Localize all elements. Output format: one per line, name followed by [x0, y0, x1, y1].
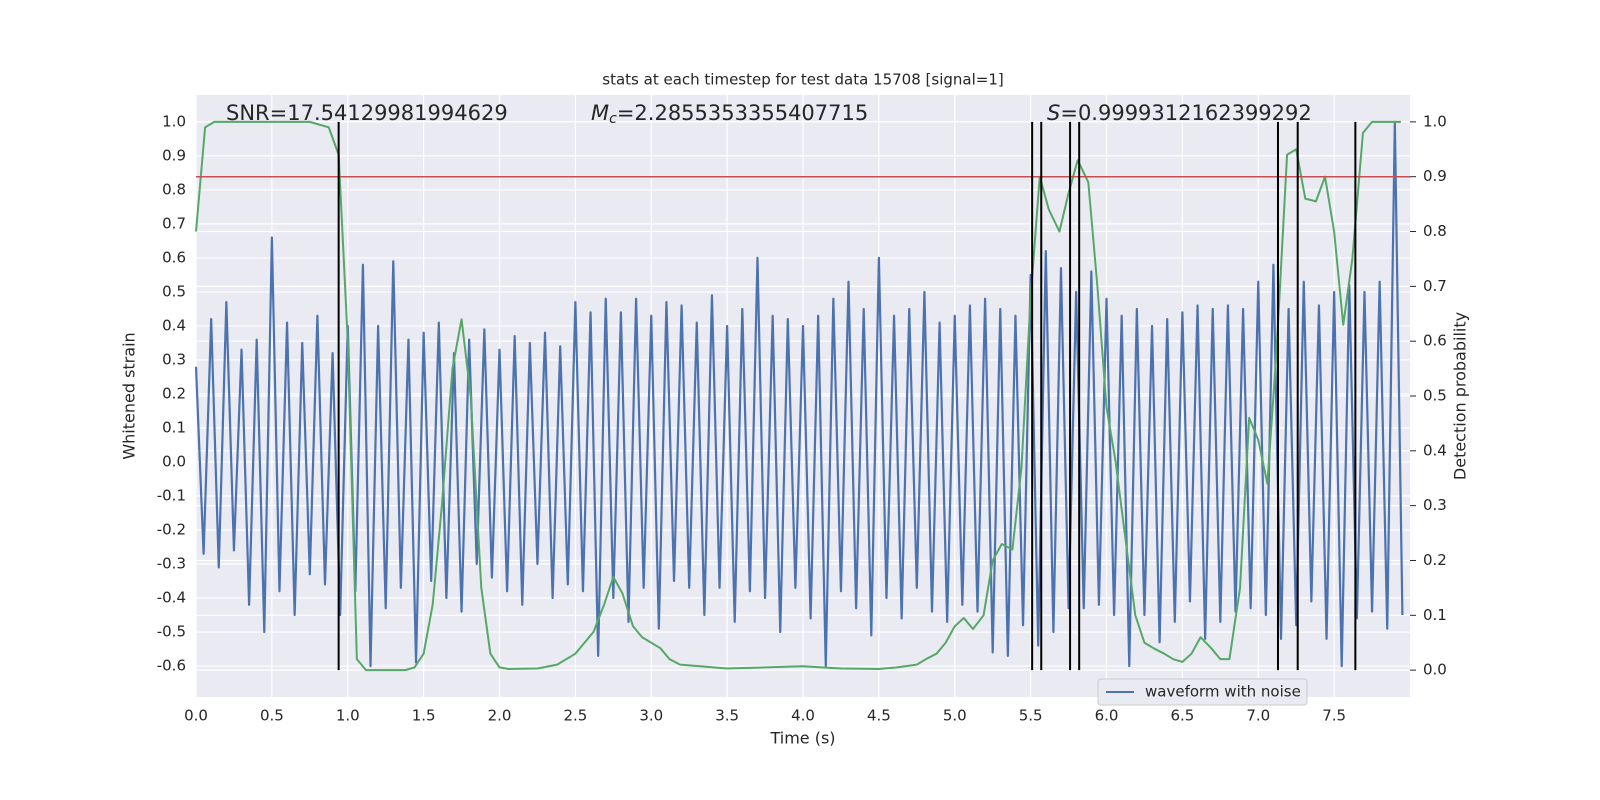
x-tick-label: 6.5	[1170, 707, 1194, 725]
waveform-line	[194, 120, 1404, 668]
legend: waveform with noise	[1097, 678, 1308, 706]
y-tick-label: -0.6	[157, 657, 186, 675]
y-tick-label: 0.0	[162, 452, 186, 470]
x-axis-label: Time (s)	[769, 729, 835, 748]
x-tick-label: 5.0	[943, 707, 967, 725]
annotation-text: M	[591, 101, 609, 125]
y-tick-label: 0.9	[162, 146, 186, 164]
y-tick-label: 0.1	[162, 418, 186, 436]
y-axis-label: Whitened strain	[120, 332, 139, 459]
x-tick-label: 0.0	[184, 707, 208, 725]
x-tick-label: 7.0	[1246, 707, 1270, 725]
y2-tick-label: 0.3	[1423, 496, 1447, 514]
x-tick-label: 4.0	[791, 707, 815, 725]
y-tick-label: -0.4	[157, 589, 186, 607]
y2-tick-label: 1.0	[1423, 112, 1447, 130]
y-tick-label: 0.5	[162, 282, 186, 300]
y2-tick-label: 0.1	[1423, 606, 1447, 624]
x-tick-label: 1.5	[412, 707, 436, 725]
x-tick-label: 3.5	[715, 707, 739, 725]
x-tick-label: 3.0	[639, 707, 663, 725]
y2-tick-label: 0.0	[1423, 661, 1447, 679]
y-tick-label: -0.3	[157, 555, 186, 573]
x-tick-label: 2.0	[488, 707, 512, 725]
x-tick-label: 6.0	[1095, 707, 1119, 725]
annotation-value: =2.2855353355407715	[617, 101, 868, 125]
y-tick-label: 0.7	[162, 214, 186, 232]
y-tick-label: 1.0	[162, 112, 186, 130]
y2-tick-label: 0.4	[1423, 441, 1447, 459]
probability-line	[195, 120, 1401, 672]
y-tick-label: 0.4	[162, 316, 186, 334]
x-tick-label: 1.0	[336, 707, 360, 725]
x-tick-label: 2.5	[563, 707, 587, 725]
annotation-text: SNR=17.54129981994629	[226, 101, 508, 125]
y-tick-label: 0.3	[162, 350, 186, 368]
y-tick-label: -0.1	[157, 486, 186, 504]
x-tick-label: 5.5	[1019, 707, 1043, 725]
y-tick-label: 0.6	[162, 248, 186, 266]
x-tick-label: 4.5	[867, 707, 891, 725]
y2-axis-label: Detection probability	[1451, 312, 1470, 480]
legend-label: waveform with noise	[1145, 683, 1301, 701]
y-tick-label: 0.8	[162, 180, 186, 198]
x-tick-label: 7.5	[1322, 707, 1346, 725]
y2-tick-label: 0.5	[1423, 387, 1447, 405]
annotation: S=0.9999312162399292	[1047, 101, 1312, 125]
annotation-subscript: c	[609, 111, 617, 127]
x-tick-label: 0.5	[260, 707, 284, 725]
chart-title: stats at each timestep for test data 157…	[602, 71, 1003, 89]
y-tick-label: -0.2	[157, 521, 186, 539]
legend-box	[1097, 678, 1308, 706]
annotation: SNR=17.54129981994629	[226, 101, 508, 125]
annotation-value: =0.9999312162399292	[1060, 101, 1311, 125]
y-tick-label: 0.2	[162, 384, 186, 402]
annotation-text: S	[1047, 101, 1060, 125]
y2-tick-label: 0.9	[1423, 167, 1447, 185]
y2-tick-label: 0.8	[1423, 222, 1447, 240]
y-tick-label: -0.5	[157, 623, 186, 641]
y2-tick-label: 0.6	[1423, 332, 1447, 350]
annotation: Mc=2.2855353355407715	[591, 101, 868, 127]
y2-tick-label: 0.7	[1423, 277, 1447, 295]
y2-tick-label: 0.2	[1423, 551, 1447, 569]
